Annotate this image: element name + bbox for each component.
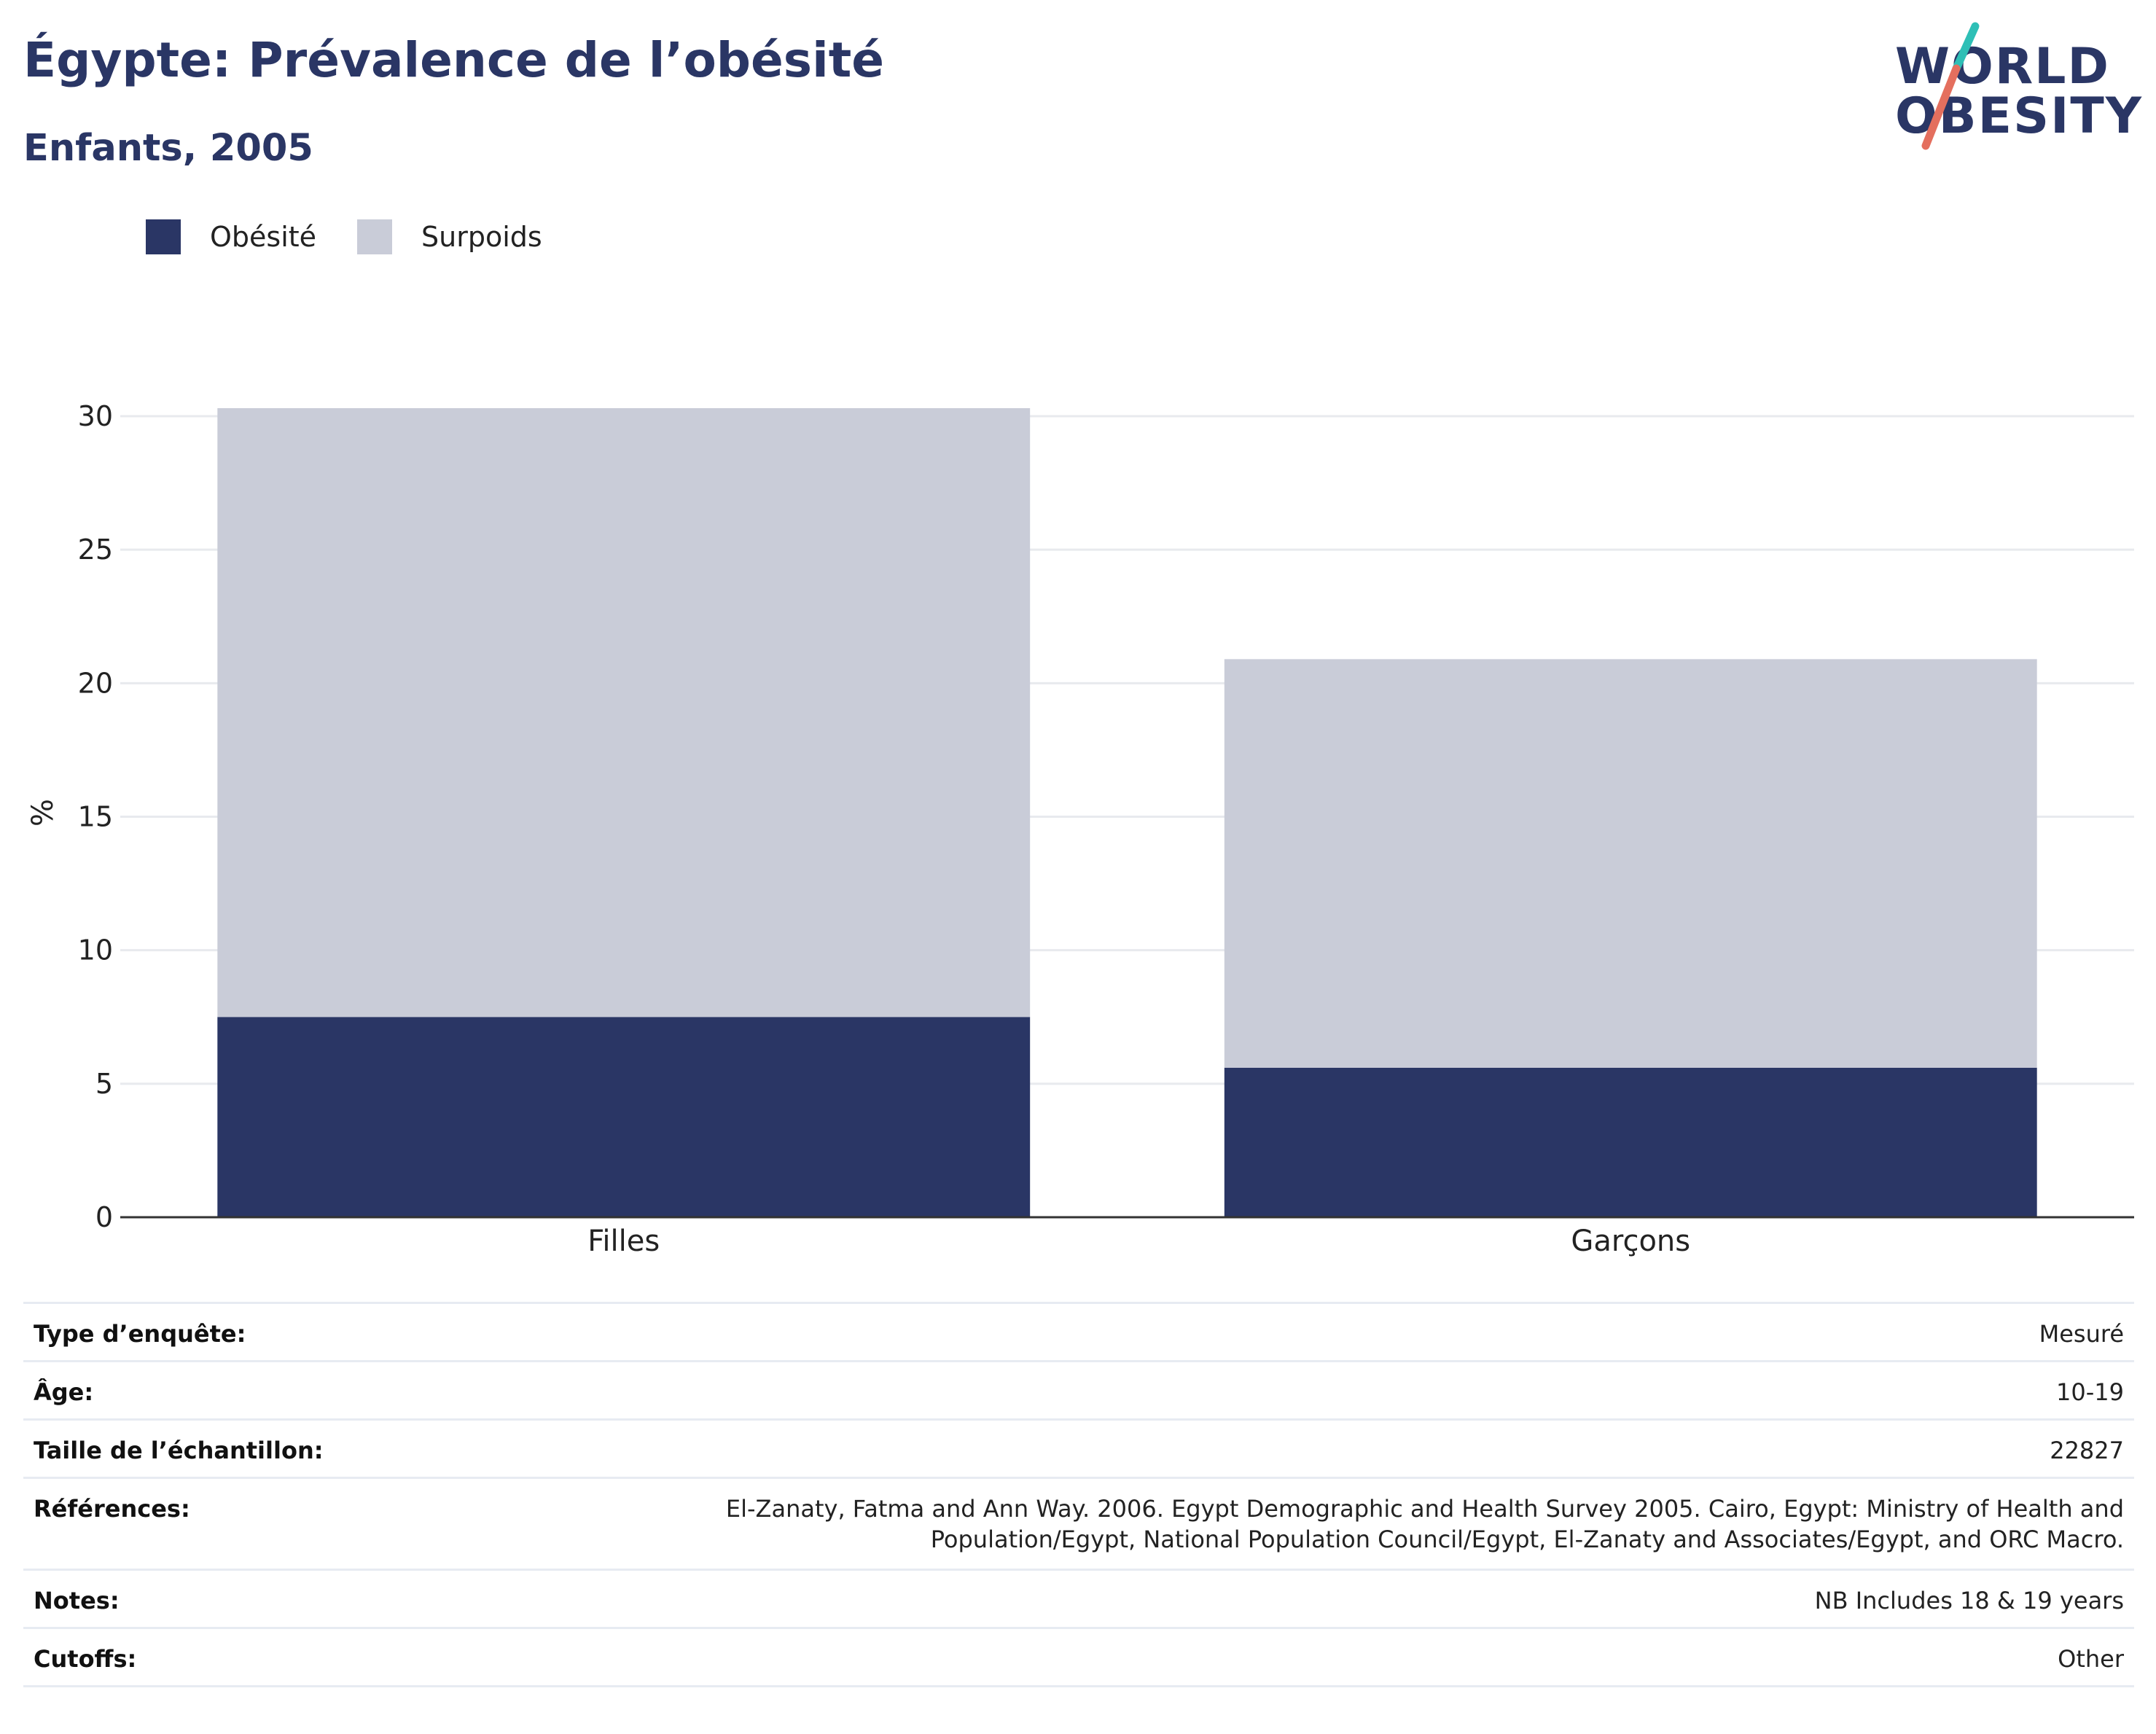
info-row-notes: Notes: NB Includes 18 & 19 years bbox=[23, 1569, 2134, 1628]
info-value: Mesuré bbox=[461, 1302, 2134, 1362]
legend-item-surpoids[interactable]: Surpoids bbox=[357, 219, 542, 254]
y-axis-title: % bbox=[26, 799, 60, 827]
info-value: 10-19 bbox=[461, 1360, 2134, 1420]
info-label: Cutoffs: bbox=[23, 1627, 461, 1687]
info-row-sample-size: Taille de l’échantillon: 22827 bbox=[23, 1418, 2134, 1478]
x-tick-label: Filles bbox=[587, 1225, 660, 1258]
legend-item-obesite[interactable]: Obésité bbox=[146, 219, 316, 254]
info-label: Type d’enquête: bbox=[23, 1302, 461, 1362]
info-value: El-Zanaty, Fatma and Ann Way. 2006. Egyp… bbox=[461, 1477, 2134, 1570]
chart-title: Égypte: Prévalence de l’obésité bbox=[23, 32, 885, 88]
info-row-survey-type: Type d’enquête: Mesuré bbox=[23, 1302, 2134, 1362]
logo-slash-icon bbox=[1921, 22, 1980, 150]
logo-text-world: WORLD bbox=[1895, 38, 2110, 95]
info-label: Notes: bbox=[23, 1569, 461, 1628]
info-row-cutoffs: Cutoffs: Other bbox=[23, 1627, 2134, 1687]
info-value: Other bbox=[461, 1627, 2134, 1687]
bar-obesite bbox=[217, 1017, 1031, 1217]
chart-subtitle: Enfants, 2005 bbox=[23, 127, 313, 170]
info-row-age: Âge: 10-19 bbox=[23, 1360, 2134, 1420]
info-label: Âge: bbox=[23, 1360, 461, 1420]
y-tick-label: 5 bbox=[95, 1068, 113, 1100]
legend-label-obesite: Obésité bbox=[210, 221, 317, 253]
bar-obesite bbox=[1224, 1067, 2037, 1217]
legend: Obésité Surpoids bbox=[146, 219, 583, 255]
info-row-references: Références: El-Zanaty, Fatma and Ann Way… bbox=[23, 1477, 2134, 1570]
bar-surpoids bbox=[217, 408, 1031, 1018]
legend-label-surpoids: Surpoids bbox=[421, 221, 542, 253]
y-tick-label: 15 bbox=[78, 800, 113, 832]
y-tick-label: 10 bbox=[78, 934, 113, 966]
y-tick-label: 30 bbox=[78, 400, 113, 432]
reference-line-1: El-Zanaty, Fatma and Ann Way. 2006. Egyp… bbox=[725, 1495, 2124, 1523]
bar-surpoids bbox=[1224, 659, 2037, 1068]
x-tick-label: Garçons bbox=[1571, 1225, 1690, 1258]
legend-swatch-surpoids bbox=[357, 219, 393, 254]
info-label: Taille de l’échantillon: bbox=[23, 1418, 461, 1478]
reference-line-2: Population/Egypt, National Population Co… bbox=[930, 1526, 2124, 1553]
info-label: Références: bbox=[23, 1477, 461, 1570]
survey-info-table: Type d’enquête: Mesuré Âge: 10-19 Taille… bbox=[23, 1302, 2134, 1687]
stacked-bar-chart: 0 5 10 15 20 25 30% Filles Garçons bbox=[26, 400, 2134, 1258]
info-value: NB Includes 18 & 19 years bbox=[461, 1569, 2134, 1628]
legend-swatch-obesite bbox=[146, 219, 181, 254]
y-tick-label: 0 bbox=[95, 1201, 113, 1233]
y-tick-label: 20 bbox=[78, 667, 113, 699]
y-tick-label: 25 bbox=[78, 534, 113, 566]
world-obesity-logo: WORLD OBESITY bbox=[1895, 20, 2141, 152]
info-value: 22827 bbox=[461, 1418, 2134, 1478]
